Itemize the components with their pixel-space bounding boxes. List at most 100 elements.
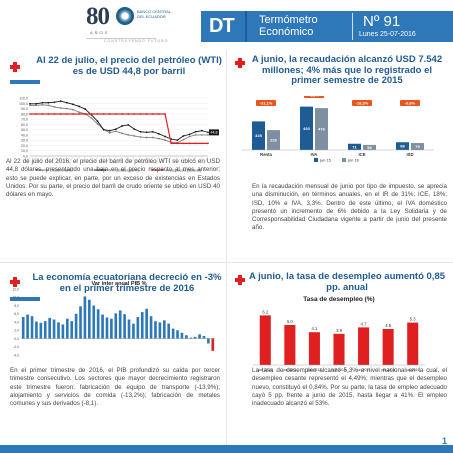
x-tick-mark	[125, 156, 129, 163]
data-point	[207, 131, 209, 134]
legend-label: jun 15	[319, 158, 332, 163]
data-point	[139, 136, 142, 138]
data-point	[127, 113, 130, 115]
gdp-bar	[21, 317, 25, 339]
gdp-bar	[158, 322, 162, 339]
unemployment-panel: A junio, la tasa de desempleo aumentó 0,…	[227, 263, 453, 445]
page-number: 1	[441, 436, 447, 446]
data-point	[59, 113, 62, 115]
category-label: jun 2014	[356, 368, 371, 372]
y-tick-label: 20,0	[21, 144, 28, 148]
y-tick-label: 30,0	[21, 139, 28, 143]
data-point	[127, 134, 130, 136]
data-point	[41, 113, 44, 115]
legend-swatch	[314, 158, 318, 162]
data-point	[151, 130, 154, 133]
issue-number: Nº 91	[363, 13, 401, 30]
x-tick-mark	[155, 156, 160, 163]
tax-bar-value: 476	[318, 127, 325, 132]
data-point	[35, 113, 38, 115]
publication-banner: DT Termómetro Económico Nº 91 Lunes 25-0…	[201, 11, 453, 42]
tax-bar	[300, 106, 313, 150]
logo-years: AÑOS	[90, 30, 110, 35]
category-label: IVA	[311, 152, 318, 157]
category-label: jun 2011	[282, 368, 297, 372]
issue-date: Lunes 25-07-2016	[359, 31, 416, 38]
y-tick-label: 60,0	[21, 123, 28, 127]
change-badge	[400, 100, 420, 106]
tax-bar-value: 79	[415, 144, 420, 149]
legend-label: WTI (dólares/barril)	[108, 169, 139, 173]
unemployment-bar	[333, 333, 345, 365]
x-tick-mark	[94, 156, 98, 163]
data-point	[194, 134, 197, 136]
x-tick-mark	[57, 156, 61, 163]
data-point	[176, 142, 179, 145]
data-point	[72, 113, 74, 115]
tax-bar-value: 325	[255, 133, 262, 138]
data-point	[96, 113, 99, 115]
data-point	[157, 113, 160, 115]
logo-line-1: BANCO CENTRAL	[137, 9, 172, 14]
gdp-bar	[149, 316, 153, 339]
tax-bar-value: 88	[400, 144, 405, 149]
gdp-bar	[30, 316, 34, 339]
y-tick-label: 10,0	[12, 296, 19, 300]
change-badge	[352, 100, 372, 106]
gdp-bar	[127, 319, 131, 339]
y-tick-label: 12,0	[12, 287, 19, 291]
data-point	[90, 113, 93, 115]
tax-bar	[396, 142, 409, 150]
data-point	[151, 136, 154, 139]
data-point	[182, 135, 185, 137]
bar-value-label: 4.1	[312, 326, 318, 331]
x-tick-mark	[106, 156, 110, 163]
bar-value-label: 5.0	[287, 319, 293, 324]
x-tick-mark	[100, 156, 104, 163]
data-point	[90, 117, 93, 119]
data-point	[72, 103, 74, 106]
data-point	[35, 102, 38, 105]
unemployment-title: A junio, la tasa de desempleo aumentó 0,…	[248, 271, 446, 293]
data-point	[115, 113, 117, 115]
x-tick-mark	[204, 156, 209, 163]
data-point	[176, 139, 179, 142]
unemployment-chart: Tasa de desempleo (%) 6.2 jun 2010 5.0 jun 2…	[253, 296, 425, 372]
logo-divider	[86, 38, 156, 39]
tax-bar	[267, 130, 280, 150]
x-tick-mark	[26, 156, 31, 163]
x-tick-mark	[174, 156, 178, 163]
gdp-bar	[52, 319, 56, 339]
data-point	[29, 104, 31, 107]
gdp-bar	[162, 320, 166, 339]
y-tick-label: 8,0	[14, 304, 19, 308]
x-tick-mark	[137, 156, 141, 163]
series-line	[30, 113, 208, 144]
x-tick-mark	[192, 156, 196, 163]
category-label: jun 2013	[331, 368, 346, 372]
y-tick-label: -2,0	[13, 345, 19, 349]
end-value-badge	[209, 129, 219, 136]
end-value-label: 44,8	[211, 131, 218, 135]
gdp-title-rule	[10, 297, 40, 301]
plus-icon	[235, 58, 245, 68]
data-point	[145, 113, 148, 115]
data-point	[200, 142, 203, 145]
data-point	[151, 113, 154, 115]
gdp-bar	[185, 335, 188, 339]
y-tick-label: 50,0	[21, 128, 28, 132]
logo-text: BANCO CENTRAL DEL ECUADOR	[137, 9, 171, 19]
x-tick-mark	[112, 156, 117, 163]
data-point	[164, 139, 166, 142]
x-tick-mark	[118, 156, 123, 163]
oil-title: Al 22 de julio, el precio del petróleo (…	[36, 55, 222, 77]
data-point	[53, 101, 56, 104]
central-bank-seal-icon	[116, 7, 134, 25]
y-tick-label: 2,0	[14, 329, 19, 333]
data-point	[115, 128, 117, 131]
data-point	[65, 113, 68, 115]
gdp-bar	[167, 323, 171, 339]
logo-line-2: DEL ECUADOR	[137, 14, 166, 19]
gdp-bar	[101, 314, 104, 339]
legend-label: jun 16	[347, 158, 360, 163]
